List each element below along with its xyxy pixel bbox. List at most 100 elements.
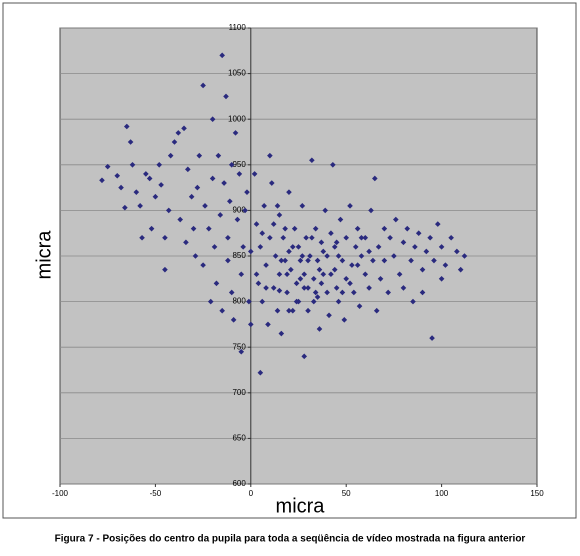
point bbox=[146, 175, 153, 182]
point bbox=[352, 244, 359, 250]
point bbox=[310, 276, 317, 282]
point bbox=[322, 207, 329, 214]
point bbox=[309, 234, 315, 241]
point bbox=[284, 289, 290, 296]
point bbox=[230, 317, 237, 323]
point bbox=[305, 307, 311, 314]
point bbox=[331, 244, 338, 250]
point bbox=[320, 271, 327, 278]
y-tick-label: 900 bbox=[232, 206, 246, 215]
point bbox=[404, 225, 411, 232]
point bbox=[217, 212, 224, 218]
point bbox=[373, 307, 380, 314]
point bbox=[335, 253, 342, 259]
point bbox=[301, 353, 308, 360]
point bbox=[362, 234, 369, 241]
point bbox=[215, 152, 222, 159]
point bbox=[165, 207, 172, 214]
point bbox=[387, 234, 393, 241]
point bbox=[368, 207, 374, 214]
point bbox=[255, 280, 262, 287]
point bbox=[289, 244, 296, 250]
point bbox=[343, 234, 349, 241]
y-tick-label: 1050 bbox=[228, 69, 246, 78]
point bbox=[162, 266, 168, 273]
point bbox=[419, 266, 426, 273]
point bbox=[375, 244, 382, 250]
point bbox=[333, 285, 340, 291]
point bbox=[228, 289, 235, 296]
point bbox=[257, 369, 264, 376]
point bbox=[259, 298, 266, 305]
point bbox=[295, 244, 302, 250]
point bbox=[351, 289, 357, 296]
point bbox=[127, 139, 134, 145]
point bbox=[209, 116, 216, 122]
point bbox=[242, 207, 248, 214]
point bbox=[314, 257, 321, 264]
point bbox=[253, 221, 260, 227]
point bbox=[341, 317, 348, 323]
y-tick-label: 800 bbox=[232, 297, 246, 306]
point bbox=[372, 175, 378, 182]
point bbox=[286, 307, 292, 314]
point bbox=[200, 82, 206, 89]
point bbox=[316, 326, 323, 332]
point bbox=[370, 257, 376, 264]
point bbox=[188, 193, 195, 200]
point bbox=[328, 230, 334, 236]
point bbox=[339, 289, 346, 296]
point bbox=[391, 253, 397, 259]
point bbox=[118, 184, 124, 191]
point bbox=[221, 180, 227, 186]
point bbox=[423, 248, 430, 255]
point bbox=[263, 262, 269, 268]
point bbox=[385, 289, 391, 296]
point bbox=[129, 162, 136, 168]
point bbox=[137, 203, 143, 209]
point bbox=[289, 307, 296, 314]
point bbox=[349, 262, 355, 268]
point bbox=[238, 348, 245, 355]
point bbox=[377, 276, 384, 282]
point bbox=[202, 203, 208, 209]
point bbox=[274, 307, 281, 314]
point bbox=[261, 203, 267, 209]
point bbox=[312, 289, 319, 296]
point bbox=[143, 171, 149, 177]
point bbox=[305, 285, 311, 291]
point bbox=[310, 298, 317, 305]
caption: Figura 7 - Posições do centro da pupila … bbox=[55, 534, 526, 545]
point bbox=[270, 285, 277, 291]
y-tick-label: 600 bbox=[232, 479, 246, 488]
point bbox=[148, 225, 155, 232]
point bbox=[234, 216, 241, 223]
point bbox=[434, 221, 441, 227]
point bbox=[324, 253, 330, 259]
point bbox=[139, 234, 145, 241]
x-tick-label: 0 bbox=[249, 489, 254, 498]
point bbox=[123, 123, 130, 130]
point bbox=[314, 294, 321, 300]
point bbox=[267, 234, 273, 241]
point bbox=[293, 280, 300, 287]
y-tick-label: 650 bbox=[232, 434, 246, 443]
point bbox=[246, 298, 252, 305]
point bbox=[438, 244, 445, 250]
point bbox=[410, 298, 416, 305]
point bbox=[354, 262, 361, 268]
point bbox=[236, 171, 243, 177]
point bbox=[429, 335, 435, 341]
point bbox=[253, 271, 260, 278]
point bbox=[393, 216, 399, 223]
point bbox=[318, 280, 325, 287]
point bbox=[213, 280, 220, 287]
point bbox=[400, 285, 407, 291]
point bbox=[438, 276, 445, 282]
point bbox=[461, 253, 468, 259]
point bbox=[358, 253, 365, 259]
point bbox=[248, 321, 254, 328]
point bbox=[454, 248, 460, 255]
